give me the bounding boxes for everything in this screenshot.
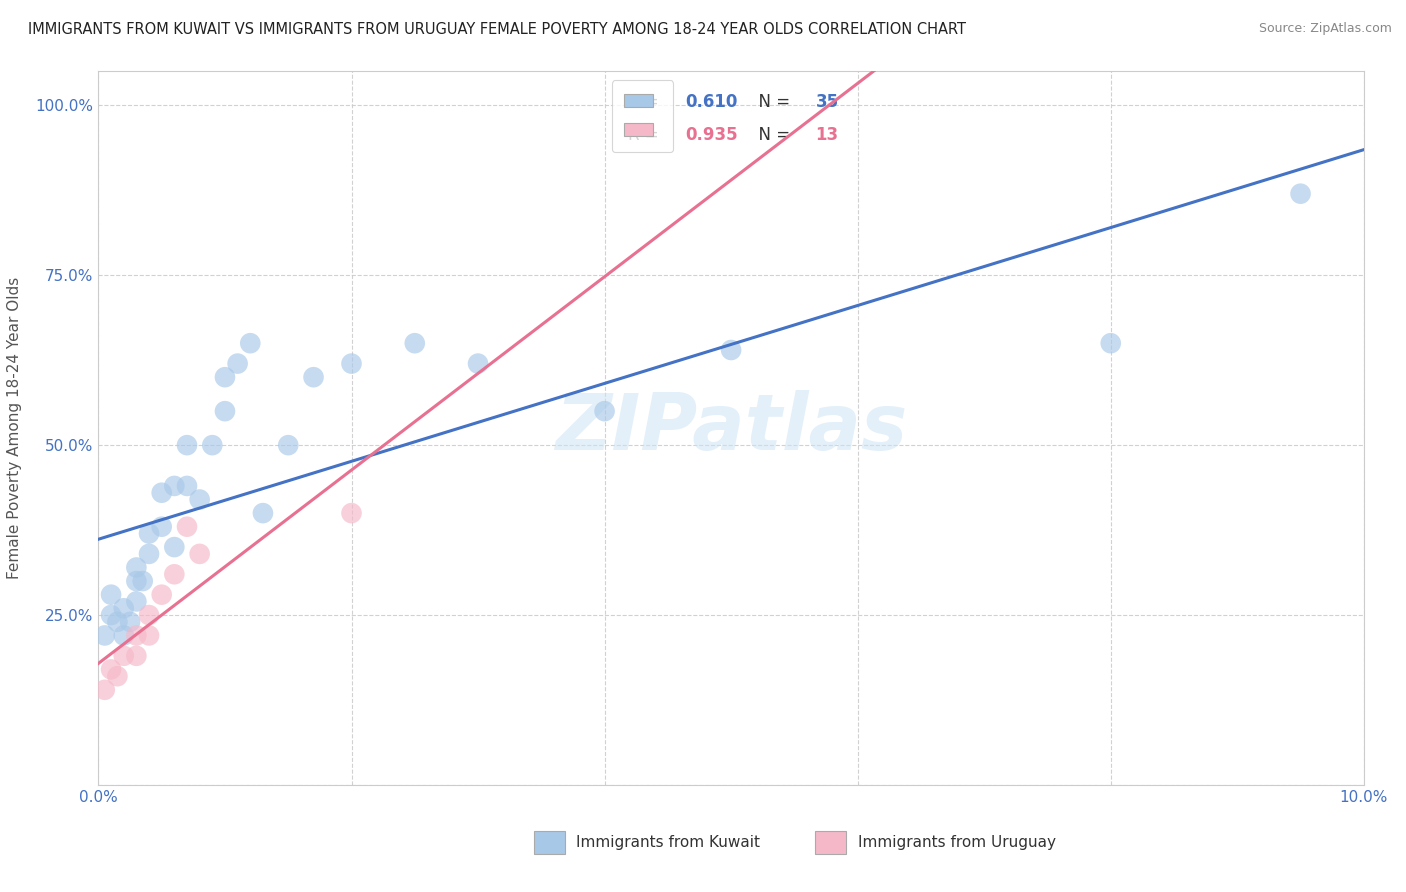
Point bbox=[138, 608, 160, 623]
Point bbox=[593, 404, 616, 418]
Point bbox=[107, 669, 129, 683]
Text: R =: R = bbox=[628, 126, 664, 144]
Point bbox=[112, 601, 135, 615]
Point bbox=[125, 574, 148, 588]
Point bbox=[163, 567, 186, 582]
Point bbox=[138, 547, 160, 561]
Point bbox=[404, 336, 426, 351]
Point bbox=[188, 547, 211, 561]
Text: Immigrants from Uruguay: Immigrants from Uruguay bbox=[858, 836, 1056, 850]
Point bbox=[239, 336, 262, 351]
Point bbox=[132, 574, 155, 588]
Point bbox=[214, 370, 236, 384]
Point bbox=[93, 628, 117, 642]
Point bbox=[150, 485, 173, 500]
Text: ZIPatlas: ZIPatlas bbox=[555, 390, 907, 467]
Text: 0.935: 0.935 bbox=[685, 126, 738, 144]
Point bbox=[112, 648, 135, 663]
Point bbox=[467, 357, 489, 371]
Text: N =: N = bbox=[748, 126, 796, 144]
Point bbox=[226, 357, 249, 371]
Point bbox=[125, 594, 148, 608]
Point bbox=[112, 628, 135, 642]
Text: IMMIGRANTS FROM KUWAIT VS IMMIGRANTS FROM URUGUAY FEMALE POVERTY AMONG 18-24 YEA: IMMIGRANTS FROM KUWAIT VS IMMIGRANTS FRO… bbox=[28, 22, 966, 37]
Point bbox=[277, 438, 299, 452]
Point bbox=[176, 519, 198, 533]
Point bbox=[93, 682, 117, 697]
Point bbox=[720, 343, 742, 357]
Legend: , : , bbox=[612, 80, 673, 153]
Point bbox=[150, 588, 173, 602]
Point bbox=[188, 492, 211, 507]
Point bbox=[302, 370, 325, 384]
Point bbox=[340, 357, 363, 371]
Point bbox=[150, 519, 173, 533]
Point bbox=[120, 615, 141, 629]
Point bbox=[100, 608, 122, 623]
Point bbox=[176, 479, 198, 493]
Point bbox=[340, 506, 363, 520]
Point bbox=[201, 438, 224, 452]
Text: N =: N = bbox=[748, 93, 796, 111]
Text: 35: 35 bbox=[815, 93, 839, 111]
Point bbox=[176, 438, 198, 452]
Point bbox=[100, 588, 122, 602]
Text: 0.610: 0.610 bbox=[685, 93, 738, 111]
Point bbox=[1099, 336, 1122, 351]
Point bbox=[125, 648, 148, 663]
Point bbox=[125, 628, 148, 642]
Text: 13: 13 bbox=[815, 126, 839, 144]
Point bbox=[252, 506, 274, 520]
Y-axis label: Female Poverty Among 18-24 Year Olds: Female Poverty Among 18-24 Year Olds bbox=[7, 277, 21, 579]
Point bbox=[125, 560, 148, 574]
Point bbox=[214, 404, 236, 418]
Text: Source: ZipAtlas.com: Source: ZipAtlas.com bbox=[1258, 22, 1392, 36]
Point bbox=[138, 628, 160, 642]
Point bbox=[1289, 186, 1312, 201]
Point bbox=[138, 526, 160, 541]
Text: R =: R = bbox=[628, 93, 664, 111]
Point bbox=[107, 615, 129, 629]
Point bbox=[100, 662, 122, 676]
Text: Immigrants from Kuwait: Immigrants from Kuwait bbox=[576, 836, 761, 850]
Point bbox=[163, 540, 186, 554]
Point bbox=[163, 479, 186, 493]
